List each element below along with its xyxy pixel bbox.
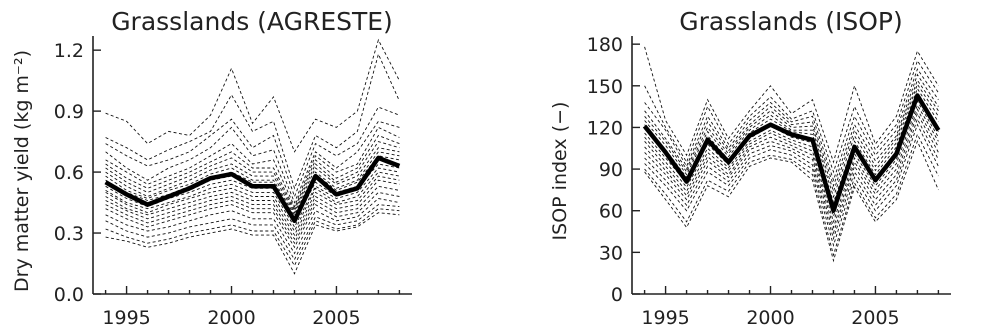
x-tick-label: 2000 [207, 307, 255, 329]
site-series-line-13 [644, 112, 939, 235]
x-tick-label: 1995 [102, 307, 150, 329]
site-series-line-5 [105, 126, 400, 208]
site-series-line-17 [644, 140, 939, 263]
y-tick-label: 90 [599, 159, 623, 181]
site-series-line-6 [644, 83, 939, 199]
chart-title: Grasslands (ISOP) [679, 7, 902, 36]
y-axis-label: Dry matter yield (kg m⁻²) [11, 50, 33, 292]
site-series-line-16 [644, 133, 939, 257]
series-layer [104, 38, 401, 275]
site-series-line-14 [644, 117, 939, 241]
y-tick-label: 0.6 [54, 162, 84, 184]
site-series-line-2 [644, 59, 939, 174]
x-tick-label: 1995 [641, 307, 689, 329]
site-series-line-5 [644, 79, 939, 193]
y-tick-label: 30 [599, 242, 623, 264]
site-series-line-12 [105, 163, 400, 224]
site-series-line-17 [105, 185, 400, 245]
site-series-line-10 [644, 100, 939, 218]
y-tick-label: 1.2 [54, 40, 84, 62]
isop-panel: Grasslands (ISOP) ISOP index (−) 1995 200… [549, 7, 951, 329]
y-tick-label: 0.9 [54, 101, 84, 123]
y-tick-label: 120 [587, 117, 623, 139]
site-series-line-19 [105, 198, 400, 255]
site-series-line-21 [105, 208, 400, 267]
x-tick-label: 2005 [851, 307, 899, 329]
mean-series-line [104, 155, 401, 224]
site-series-line-20 [105, 204, 400, 261]
mean-series-line [642, 93, 941, 213]
site-series-line-9 [105, 151, 400, 216]
y-tick-label: 0.3 [54, 223, 84, 245]
site-series-line-3 [644, 68, 939, 182]
y-axis-label: ISOP index (−) [549, 102, 571, 241]
site-series-line-22 [105, 212, 400, 275]
y-tick-label: 0.0 [54, 284, 84, 306]
site-series-line-15 [105, 175, 400, 237]
site-series-line-15 [644, 123, 939, 248]
site-series-line-14 [105, 171, 400, 232]
chart-title: Grasslands (AGRESTE) [111, 7, 393, 36]
site-series-line-18 [105, 191, 400, 249]
y-tick-label: 180 [587, 34, 623, 56]
site-series-line-6 [105, 134, 400, 210]
site-series-line-1 [105, 38, 400, 153]
site-series-line-16 [105, 179, 400, 241]
site-series-line-4 [644, 73, 939, 188]
axis-layer: 1995 2000 2005 0 30 60 90 120 150 180 [587, 34, 951, 329]
x-tick-label: 2005 [312, 307, 360, 329]
site-series-line-13 [105, 167, 400, 228]
site-series-line-1 [644, 46, 939, 164]
site-series-line-11 [644, 104, 939, 224]
site-series-line-8 [105, 147, 400, 214]
site-series-line-12 [644, 108, 939, 229]
site-series-line-2 [105, 52, 400, 190]
site-series-line-4 [105, 120, 400, 204]
agreste-panel: Grasslands (AGRESTE) Dry matter yield (k… [11, 7, 412, 329]
site-series-line-9 [644, 95, 939, 213]
y-tick-label: 150 [587, 76, 623, 98]
x-tick-label: 2000 [746, 307, 794, 329]
axis-layer: 1995 2000 2005 0.0 0.3 0.6 0.9 1.2 [54, 36, 412, 329]
y-tick-label: 60 [599, 201, 623, 223]
y-tick-label: 0 [611, 284, 623, 306]
series-layer [642, 46, 941, 263]
site-series-line-10 [105, 155, 400, 218]
site-series-line-7 [105, 141, 400, 212]
